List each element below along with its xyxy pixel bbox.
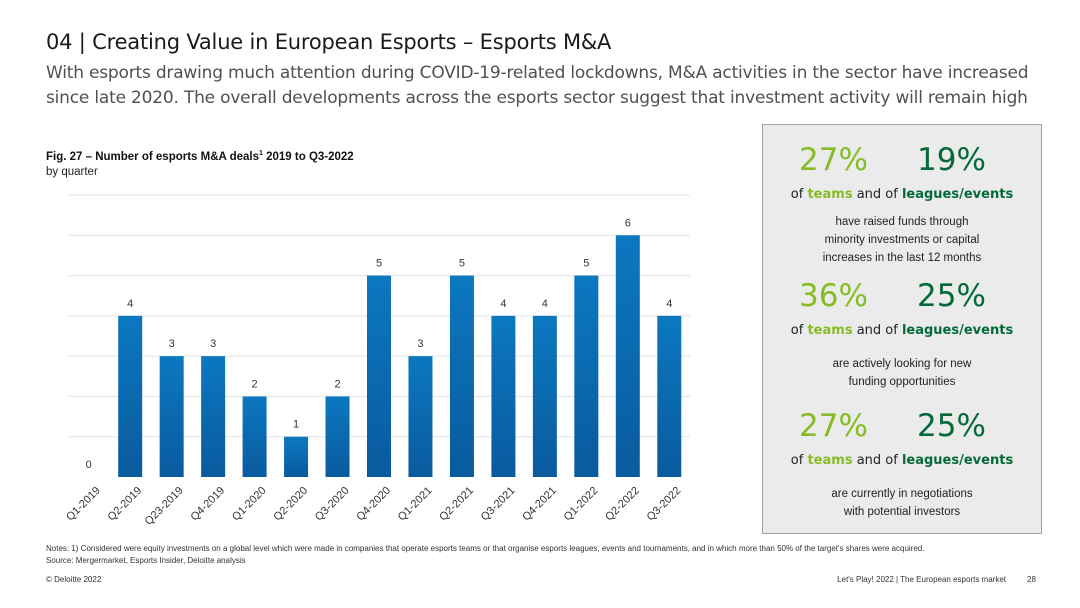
footnote-marker: 1 — [259, 150, 263, 157]
teams-percentage: 27% — [799, 408, 868, 444]
leagues-percentage: 25% — [917, 408, 986, 444]
bar-Q1-2021 — [408, 356, 433, 477]
data-label: 5 — [583, 258, 589, 270]
stat-description: have raised funds through minority inves… — [763, 213, 1041, 267]
bar-Q1-2022 — [574, 275, 599, 477]
description-line: minority investments or capital — [824, 234, 980, 246]
x-tick-label: Q1-2022 — [562, 485, 601, 524]
x-tick-label: Q1-2020 — [230, 485, 269, 524]
figure-subtitle: by quarter — [46, 166, 98, 178]
bar-Q23-2019 — [159, 356, 184, 477]
teams-label: teams — [807, 187, 853, 202]
bar-Q3-2022 — [657, 315, 682, 477]
x-tick-label: Q23-2019 — [143, 485, 186, 528]
x-tick-label: Q2-2019 — [106, 485, 145, 524]
leagues-label: leagues/events — [901, 453, 1014, 468]
data-label: 5 — [459, 258, 465, 270]
bar-Q4-2021 — [532, 315, 557, 477]
caption-and-of: and of — [852, 453, 902, 468]
bar-Q2-2019 — [118, 315, 143, 477]
footer-copyright: © Deloitte 2022 — [46, 575, 102, 584]
leagues-percentage: 19% — [917, 142, 986, 178]
figure-title-tail: 2019 to Q3-2022 — [262, 150, 354, 163]
teams-percentage: 36% — [799, 278, 868, 314]
x-tick-label: Q1-2021 — [396, 485, 435, 524]
stat-caption: of teams and of leagues/events — [763, 323, 1041, 338]
description-line: have raised funds through — [835, 216, 969, 228]
bar-Q3-2021 — [491, 315, 516, 477]
bar-Q2-2021 — [449, 275, 474, 477]
teams-label: teams — [807, 453, 853, 468]
x-tick-label: Q4-2020 — [354, 485, 393, 524]
bar-Q4-2019 — [201, 356, 226, 477]
caption-of: of — [790, 453, 808, 468]
bar-Q3-2020 — [325, 396, 350, 477]
stat-caption: of teams and of leagues/events — [763, 453, 1041, 468]
chart-notes: Notes: 1) Considered were equity investm… — [46, 544, 925, 553]
page-subtitle: With esports drawing much attention duri… — [46, 63, 1029, 108]
description-line: are currently in negotiations — [831, 488, 973, 500]
data-label: 4 — [542, 298, 548, 310]
footer-report-title: Let's Play! 2022 | The European esports … — [837, 575, 1006, 584]
caption-of: of — [790, 323, 808, 338]
x-tick-label: Q3-2021 — [479, 485, 518, 524]
data-label: 3 — [169, 338, 175, 350]
teams-percentage: 27% — [799, 142, 868, 178]
bar-Q1-2020 — [242, 396, 267, 477]
data-label: 4 — [500, 298, 506, 310]
data-label: 3 — [210, 338, 216, 350]
stat-block-funds-raised: 27% 19% of teams and of leagues/events h… — [763, 141, 1041, 264]
figure-title: Fig. 27 – Number of esports M&A deals1 2… — [46, 150, 354, 163]
leagues-percentage: 25% — [917, 278, 986, 314]
figure-title-main: Fig. 27 – Number of esports M&A deals — [46, 150, 260, 163]
x-tick-label: Q2-2020 — [271, 485, 310, 524]
data-label: 4 — [127, 298, 133, 310]
x-tick-label: Q2-2022 — [603, 485, 642, 524]
data-label: 3 — [417, 338, 423, 350]
data-label: 2 — [334, 378, 340, 390]
x-tick-label: Q1-2019 — [64, 485, 103, 524]
caption-and-of: and of — [852, 323, 902, 338]
chart-source: Source: Mergermarket, Esports Insider, D… — [46, 556, 246, 565]
key-stats-panel: 27% 19% of teams and of leagues/events h… — [762, 124, 1042, 534]
bar-Q2-2020 — [284, 436, 309, 477]
stat-block-in-negotiations: 27% 25% of teams and of leagues/events a… — [763, 407, 1041, 518]
x-tick-label: Q2-2021 — [437, 485, 476, 524]
bar-Q4-2020 — [367, 275, 391, 477]
page-title: 04 | Creating Value in European Esports … — [46, 30, 612, 54]
leagues-label: leagues/events — [901, 323, 1014, 338]
data-label: 6 — [625, 217, 631, 229]
leagues-label: leagues/events — [901, 187, 1014, 202]
footer-page-number: 28 — [1027, 575, 1036, 584]
stat-caption: of teams and of leagues/events — [763, 187, 1041, 202]
x-tick-label: Q3-2020 — [313, 485, 352, 524]
description-line: are actively looking for new — [832, 358, 972, 370]
description-line: funding opportunities — [848, 376, 956, 388]
caption-and-of: and of — [852, 187, 902, 202]
stat-description: are currently in negotiations with poten… — [763, 485, 1041, 521]
data-label: 2 — [252, 378, 258, 390]
bar-Q2-2022 — [615, 235, 640, 477]
description-line: increases in the last 12 months — [822, 252, 982, 264]
stat-block-seeking-funding: 36% 25% of teams and of leagues/events a… — [763, 277, 1041, 388]
description-line: with potential investors — [843, 506, 961, 518]
data-label: 4 — [666, 298, 672, 310]
x-tick-label: Q4-2019 — [188, 485, 227, 524]
data-label: 0 — [86, 459, 92, 471]
data-label: 5 — [376, 258, 382, 270]
data-label: 1 — [293, 419, 299, 431]
x-tick-label: Q4-2021 — [520, 485, 559, 524]
stat-description: are actively looking for new funding opp… — [763, 355, 1041, 391]
teams-label: teams — [807, 323, 853, 338]
caption-of: of — [790, 187, 808, 202]
x-tick-label: Q3-2022 — [645, 485, 684, 524]
